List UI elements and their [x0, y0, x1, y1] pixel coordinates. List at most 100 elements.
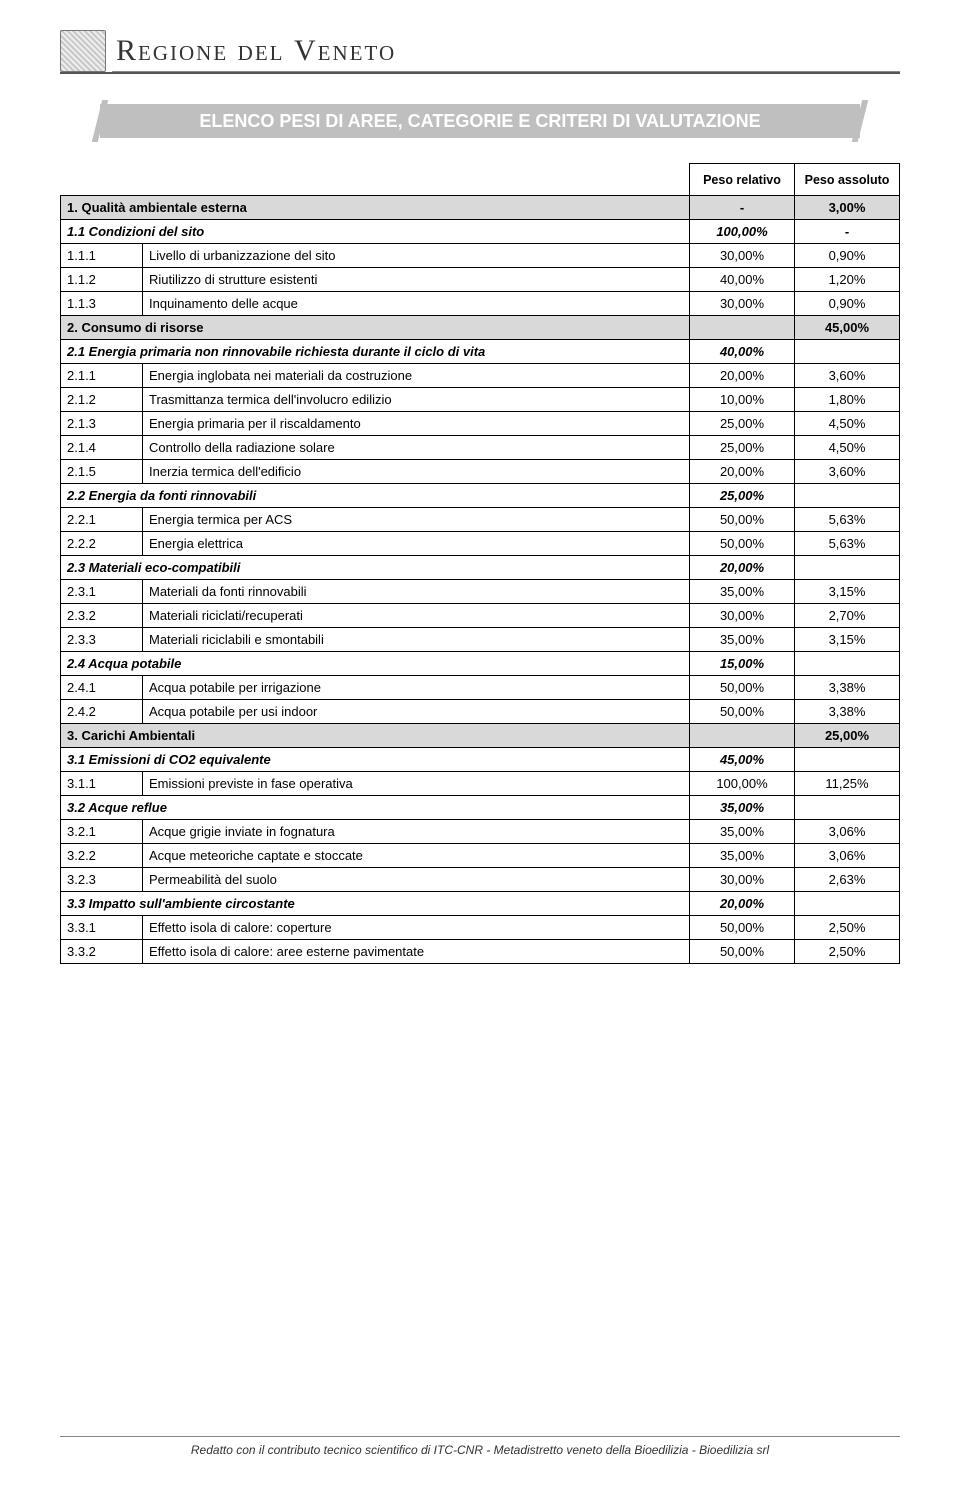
region-title-part: del [228, 34, 294, 67]
row-label: Energia elettrica [143, 532, 690, 556]
row-absolute [795, 892, 900, 916]
row-label: Energia inglobata nei materiali da costr… [143, 364, 690, 388]
row-label: 2.2 Energia da fonti rinnovabili [61, 484, 690, 508]
table-row: 3.1 Emissioni di CO2 equivalente45,00% [61, 748, 900, 772]
section-title-bar: ELENCO PESI DI AREE, CATEGORIE E CRITERI… [100, 104, 860, 138]
row-absolute [795, 484, 900, 508]
table-row: 2.2 Energia da fonti rinnovabili25,00% [61, 484, 900, 508]
row-absolute: 2,50% [795, 940, 900, 964]
row-code: 2.1.2 [61, 388, 143, 412]
row-absolute: 3,60% [795, 364, 900, 388]
row-label: Materiali riciclabili e smontabili [143, 628, 690, 652]
row-relative: 35,00% [690, 844, 795, 868]
table-row: 2.1.2Trasmittanza termica dell'involucro… [61, 388, 900, 412]
row-relative: 35,00% [690, 580, 795, 604]
row-label: Acque meteoriche captate e stoccate [143, 844, 690, 868]
row-relative: 40,00% [690, 268, 795, 292]
row-code: 1.1.1 [61, 244, 143, 268]
region-title: Regione del Veneto [116, 34, 396, 68]
row-absolute: 2,70% [795, 604, 900, 628]
table-row: 3.3.1Effetto isola di calore: coperture5… [61, 916, 900, 940]
row-label: Materiali riciclati/recuperati [143, 604, 690, 628]
row-absolute: 11,25% [795, 772, 900, 796]
row-label: Emissioni previste in fase operativa [143, 772, 690, 796]
row-absolute: 1,80% [795, 388, 900, 412]
row-absolute [795, 796, 900, 820]
row-relative: 35,00% [690, 820, 795, 844]
row-absolute: 25,00% [795, 724, 900, 748]
row-label: Acqua potabile per usi indoor [143, 700, 690, 724]
col-header-relative: Peso relativo [690, 164, 795, 196]
row-absolute [795, 556, 900, 580]
table-row: 3.3.2Effetto isola di calore: aree ester… [61, 940, 900, 964]
table-row: 1.1.2Riutilizzo di strutture esistenti40… [61, 268, 900, 292]
table-row: 3.2 Acque reflue35,00% [61, 796, 900, 820]
row-relative: - [690, 196, 795, 220]
table-row: 2.4.1Acqua potabile per irrigazione50,00… [61, 676, 900, 700]
row-absolute: 3,60% [795, 460, 900, 484]
table-row: 2.4.2Acqua potabile per usi indoor50,00%… [61, 700, 900, 724]
region-emblem-icon [60, 30, 106, 72]
row-absolute: 4,50% [795, 412, 900, 436]
row-label: Inquinamento delle acque [143, 292, 690, 316]
row-relative: 40,00% [690, 340, 795, 364]
row-relative: 30,00% [690, 868, 795, 892]
region-title-part: eneto [318, 34, 396, 67]
row-relative: 20,00% [690, 364, 795, 388]
row-relative: 35,00% [690, 628, 795, 652]
row-code: 3.2.1 [61, 820, 143, 844]
row-label: 2.4 Acqua potabile [61, 652, 690, 676]
row-code: 2.4.2 [61, 700, 143, 724]
table-row: 2.3.3Materiali riciclabili e smontabili3… [61, 628, 900, 652]
weights-table: Peso relativo Peso assoluto 1. Qualità a… [60, 163, 900, 964]
row-relative: 50,00% [690, 676, 795, 700]
table-row: 2.1.3Energia primaria per il riscaldamen… [61, 412, 900, 436]
region-title-part: R [116, 34, 138, 67]
table-row: 2.1.5Inerzia termica dell'edificio20,00%… [61, 460, 900, 484]
row-absolute [795, 340, 900, 364]
row-label: 1. Qualità ambientale esterna [61, 196, 690, 220]
row-relative: 25,00% [690, 436, 795, 460]
row-relative: 35,00% [690, 796, 795, 820]
row-label: Effetto isola di calore: aree esterne pa… [143, 940, 690, 964]
row-code: 1.1.3 [61, 292, 143, 316]
page: Regione del Veneto ELENCO PESI DI AREE, … [0, 0, 960, 1497]
table-row: 2.1 Energia primaria non rinnovabile ric… [61, 340, 900, 364]
row-label: Inerzia termica dell'edificio [143, 460, 690, 484]
row-label: 3. Carichi Ambientali [61, 724, 690, 748]
row-absolute: 0,90% [795, 244, 900, 268]
row-relative [690, 316, 795, 340]
row-relative: 25,00% [690, 412, 795, 436]
row-relative: 50,00% [690, 700, 795, 724]
row-label: 3.3 Impatto sull'ambiente circostante [61, 892, 690, 916]
document-header: Regione del Veneto [60, 30, 900, 74]
table-row: 2.4 Acqua potabile15,00% [61, 652, 900, 676]
row-relative: 30,00% [690, 244, 795, 268]
table-row: 2.3 Materiali eco-compatibili20,00% [61, 556, 900, 580]
row-code: 3.2.2 [61, 844, 143, 868]
row-label: Materiali da fonti rinnovabili [143, 580, 690, 604]
region-title-part: egione [138, 34, 228, 67]
row-label: 2.3 Materiali eco-compatibili [61, 556, 690, 580]
row-relative: 50,00% [690, 532, 795, 556]
col-header-absolute: Peso assoluto [795, 164, 900, 196]
table-row: 2.2.2Energia elettrica50,00%5,63% [61, 532, 900, 556]
table-row: 3.3 Impatto sull'ambiente circostante20,… [61, 892, 900, 916]
row-code: 2.2.2 [61, 532, 143, 556]
table-row: 1.1.1Livello di urbanizzazione del sito3… [61, 244, 900, 268]
row-relative: 25,00% [690, 484, 795, 508]
row-relative: 45,00% [690, 748, 795, 772]
row-code: 2.1.1 [61, 364, 143, 388]
row-label: 2.1 Energia primaria non rinnovabile ric… [61, 340, 690, 364]
row-absolute: 3,15% [795, 580, 900, 604]
row-absolute: 0,90% [795, 292, 900, 316]
row-label: Controllo della radiazione solare [143, 436, 690, 460]
row-relative: 20,00% [690, 460, 795, 484]
row-absolute: 3,15% [795, 628, 900, 652]
row-relative: 20,00% [690, 556, 795, 580]
table-row: 3. Carichi Ambientali 25,00% [61, 724, 900, 748]
row-label: Acque grigie inviate in fognatura [143, 820, 690, 844]
row-code: 2.3.3 [61, 628, 143, 652]
row-code: 3.2.3 [61, 868, 143, 892]
table-row: 2.1.1Energia inglobata nei materiali da … [61, 364, 900, 388]
